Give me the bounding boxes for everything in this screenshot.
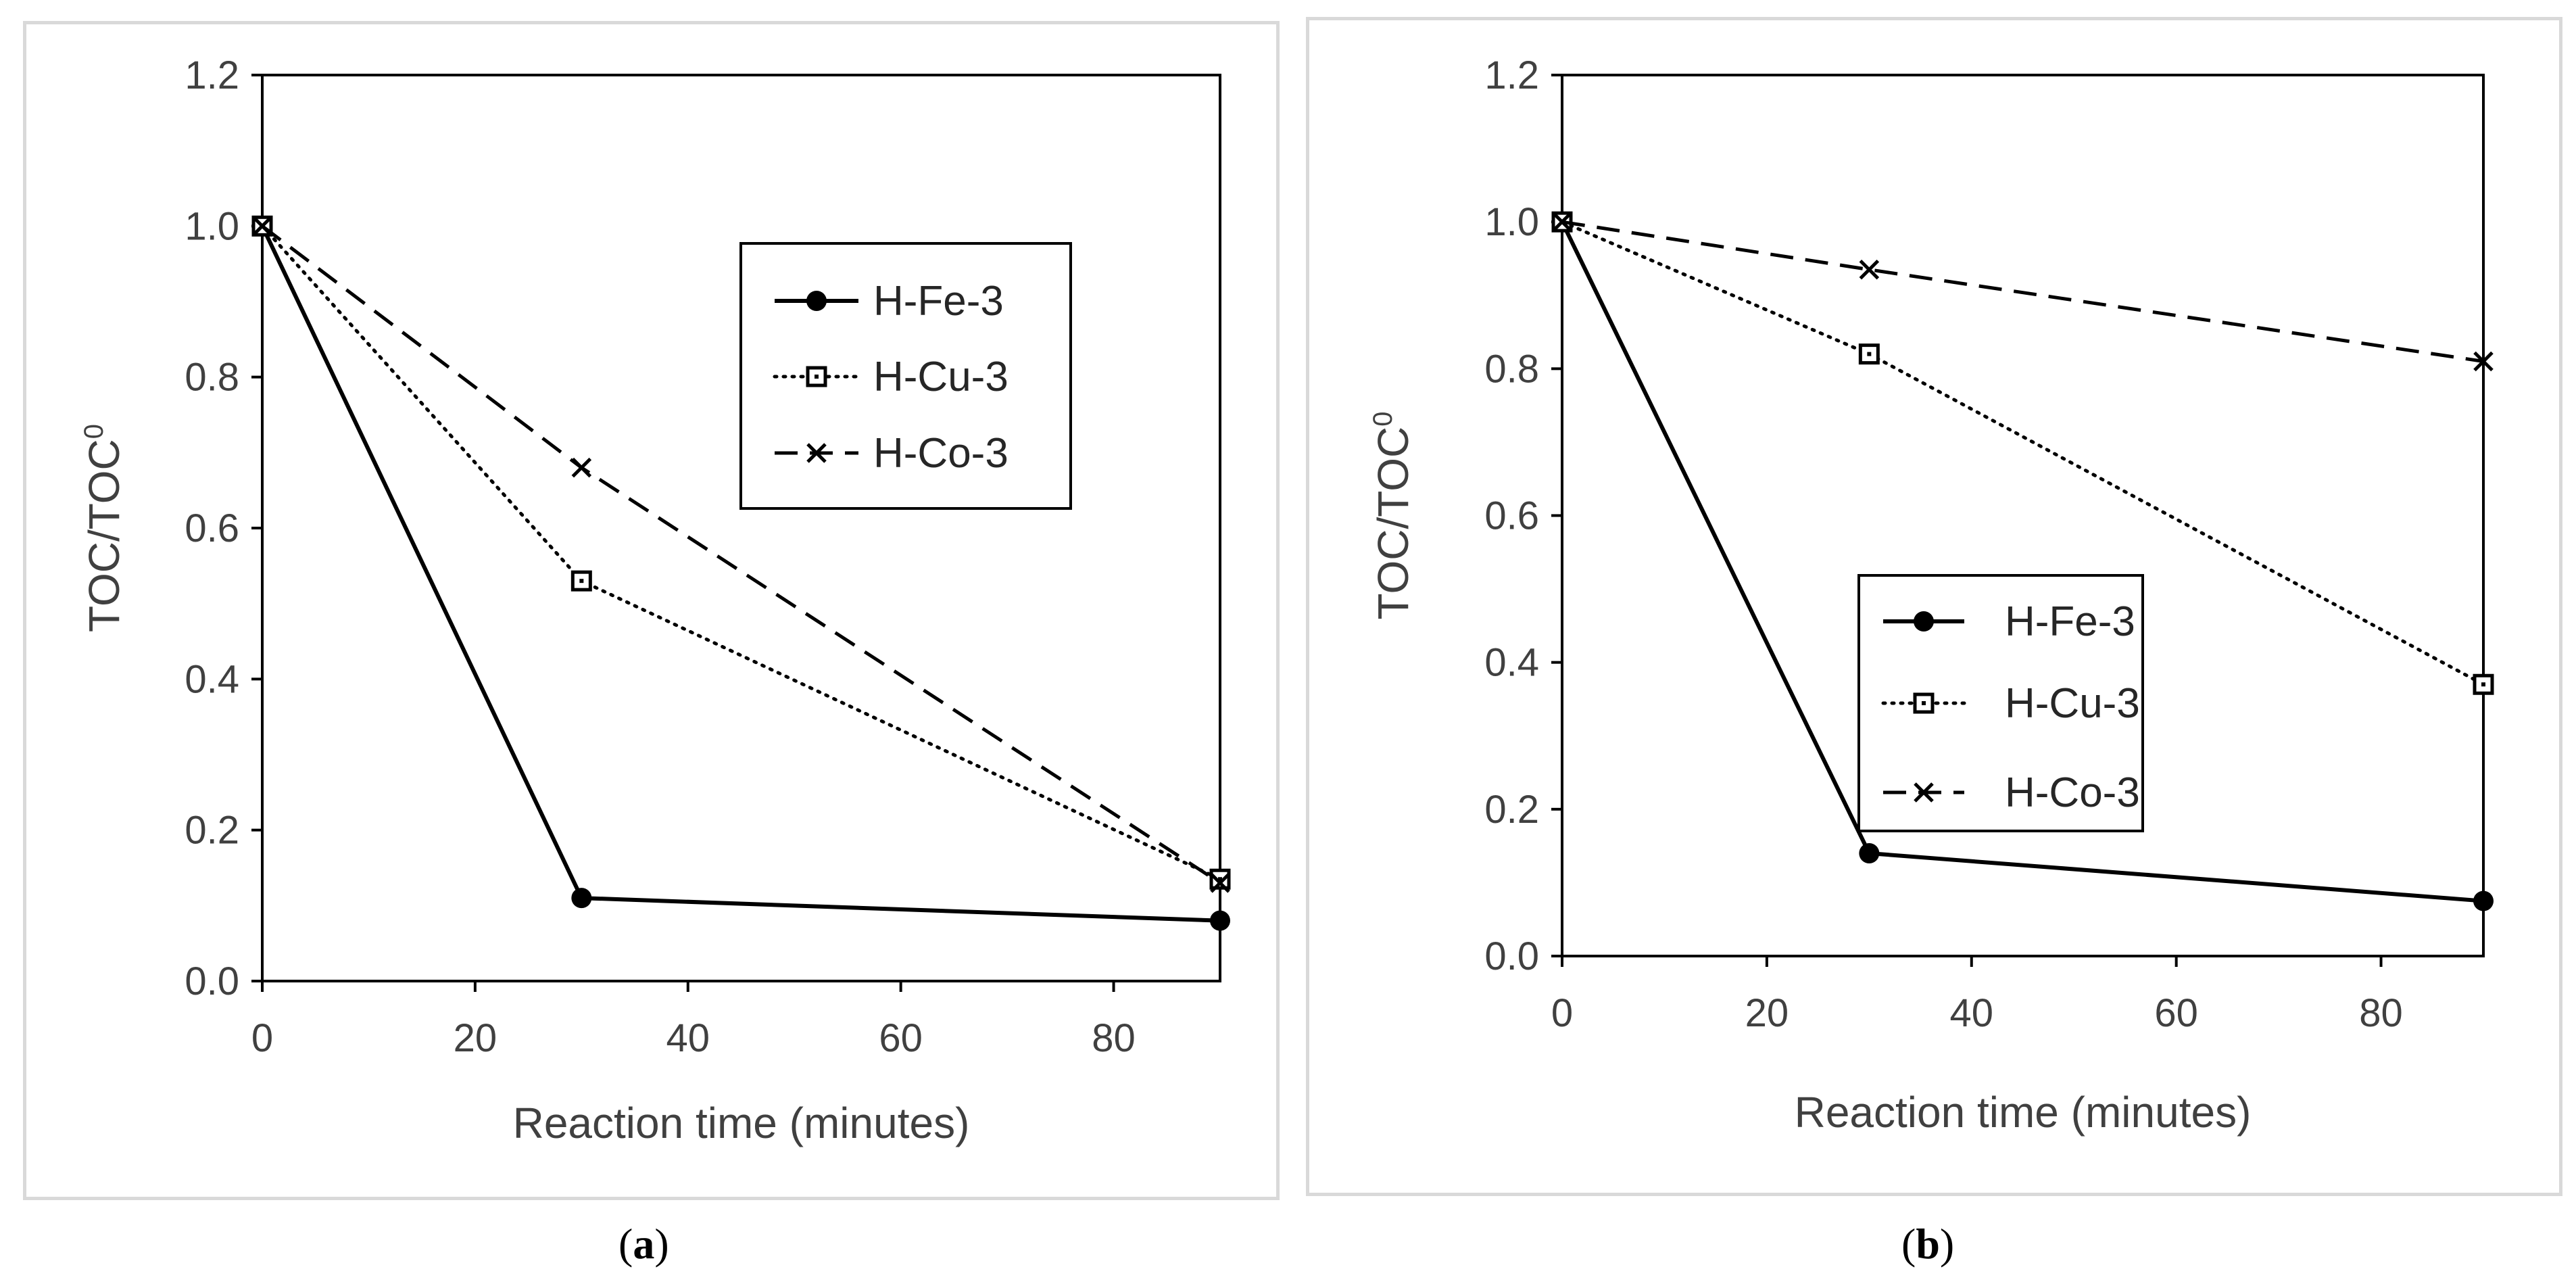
panel-b-line-h-co-3: [1561, 220, 2484, 363]
panel-a-legend-label-h-fe-3: H-Fe-3: [873, 278, 1004, 325]
panel-b-legend-marker-h-co-3: [1914, 782, 1934, 803]
panel-a-series-h-co-3: [252, 216, 1230, 893]
panel-a-ytick-label: 0.6: [185, 506, 239, 550]
panel-a-legend-label-h-cu-3: H-Cu-3: [873, 354, 1008, 400]
panel-b-xtick-label: 80: [2359, 991, 2403, 1035]
panel-a-legend-marker-h-co-3: [806, 443, 827, 463]
panel-a-ytick-label: 0.2: [185, 809, 239, 853]
panel-a-legend-marker-h-fe-3: [806, 291, 827, 311]
panel-b-xtick-label: 60: [2154, 991, 2198, 1035]
panel-a-legend-marker-h-cu-3-dot: [815, 375, 819, 379]
panel-b-y-axis-title: TOC/TOC0: [1368, 412, 1417, 620]
panel-a-legend-label-h-co-3: H-Co-3: [873, 430, 1008, 477]
panel-a-xtick-label: 60: [879, 1016, 923, 1060]
panel-b-ytick-label: 0.8: [1484, 347, 1539, 391]
panel-b-ytick-label: 1.0: [1484, 200, 1539, 244]
panel-b-point-h-fe-3-2: [2473, 890, 2494, 911]
panel-b-legend-label-h-fe-3: H-Fe-3: [2005, 598, 2135, 645]
panel-b-legend-box: [1857, 574, 2144, 832]
panel-b-ytick-label: 0.2: [1484, 788, 1539, 832]
panel-b-point-h-co-3-1: [1859, 259, 1880, 280]
panel-a-point-h-co-3-2: [1210, 873, 1230, 893]
panel-a-xtick-label: 80: [1092, 1016, 1136, 1060]
panel-a-frame: [23, 21, 1280, 1200]
panel-a-ytick-label: 1.0: [185, 204, 239, 248]
caption-a: (a): [618, 1220, 669, 1268]
panel-a-chart: 0.0 0.2 0.4 0.6 0.8 1.0 1.2 0 20 40 60 80 Reaction t…: [79, 53, 1231, 1147]
panel-a-ytick-label: 0.4: [185, 657, 239, 701]
panel-b-xtick-label: 0: [1551, 991, 1573, 1035]
panel-b-legend: H-Fe-3 H-Cu-3 H-Co-3: [1857, 574, 2144, 832]
panel-a-xtick-label: 20: [454, 1016, 497, 1060]
panel-a-point-h-cu-3-2-dot: [1218, 877, 1222, 882]
panel-b-ytick-label: 1.2: [1484, 53, 1539, 97]
panel-b-point-h-cu-3-1: [1858, 343, 1880, 365]
panel-b-ytick-label: 0.6: [1484, 494, 1539, 538]
panel-a-legend: H-Fe-3 H-Cu-3 H-Co-3: [739, 242, 1072, 510]
panel-b-point-h-co-3-0: [1552, 212, 1572, 232]
panel-a-x-axis-title: Reaction time (minutes): [513, 1099, 970, 1147]
panel-a-point-h-co-3-0: [252, 216, 272, 237]
panel-a-ytick-label: 0.8: [185, 356, 239, 400]
caption-b: (b): [1901, 1220, 1955, 1268]
panel-a-xtick-label: 40: [666, 1016, 710, 1060]
panel-a-point-h-cu-3-1-dot: [579, 579, 584, 584]
panel-b-legend-label-h-co-3: H-Co-3: [2005, 769, 2140, 816]
panel-b-xtick-label: 20: [1745, 991, 1789, 1035]
panel-b-legend-label-h-cu-3: H-Cu-3: [2005, 680, 2140, 727]
panel-b-point-h-cu-3-1-dot: [1867, 352, 1872, 356]
panel-a-point-h-fe-3-2: [1210, 910, 1230, 931]
panel-a-point-h-fe-3-1: [571, 888, 592, 909]
panel-b-point-h-co-3-2: [2473, 351, 2494, 372]
panel-b-series-h-co-3: [1552, 212, 2494, 372]
panel-a-point-h-co-3-1: [571, 457, 592, 478]
panel-a-y-axis-title: TOC/TOC0: [79, 424, 128, 632]
panel-b-point-h-fe-3-1: [1859, 842, 1880, 863]
panel-a-xtick-label: 0: [251, 1016, 273, 1060]
panel-b-x-axis-title: Reaction time (minutes): [1795, 1088, 2252, 1137]
panel-a-legend-box: [739, 242, 1072, 510]
panel-b-chart: 0.0 0.2 0.4 0.6 0.8 1.0 1.2 0 20 40 60 80 Reaction t…: [1368, 53, 2494, 1137]
panel-b-point-h-cu-3-2-dot: [2481, 682, 2485, 687]
panel-b-point-h-cu-3-2: [2473, 673, 2494, 695]
panel-b-xtick-label: 40: [1950, 991, 1994, 1035]
panel-b-ytick-label: 0.4: [1484, 641, 1539, 685]
panel-b-legend-marker-h-cu-3-dot: [1922, 701, 1926, 705]
panel-b-legend-marker-h-fe-3: [1914, 611, 1934, 632]
panel-a-ytick-label: 0.0: [185, 959, 239, 1003]
panel-b-ytick-label: 0.0: [1484, 934, 1539, 978]
panel-a-ytick-label: 1.2: [185, 53, 239, 97]
